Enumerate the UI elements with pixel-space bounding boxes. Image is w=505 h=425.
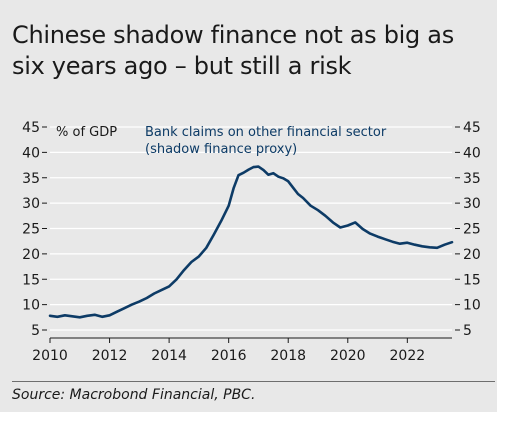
x-tick-label: 2018	[270, 348, 306, 364]
y-tick-label-left: 45	[22, 120, 40, 136]
series-legend-label: Bank claims on other financial sector	[145, 125, 387, 140]
y-tick-label-right: 30	[463, 196, 481, 212]
y-tick-label-right: 35	[463, 171, 481, 187]
y-tick-label-right: 45	[463, 120, 481, 136]
chart-title: Chinese shadow finance not as big as six…	[12, 21, 454, 80]
y-tick-label-left: 10	[22, 298, 40, 314]
y-axis-unit-label: % of GDP	[56, 125, 117, 140]
chart-card: Chinese shadow finance not as big as six…	[0, 0, 497, 412]
y-tick-label-left: 5	[31, 323, 40, 339]
y-tick-label-right: 20	[463, 247, 481, 263]
y-tick-label-left: 35	[22, 171, 40, 187]
source-note: Source: Macrobond Financial, PBC.	[12, 387, 256, 403]
y-tick-label-left: 40	[22, 145, 40, 161]
y-tick-label-right: 25	[463, 222, 481, 238]
x-tick-label: 2020	[330, 348, 366, 364]
y-tick-label-left: 15	[22, 272, 40, 288]
x-tick-label: 2012	[92, 348, 128, 364]
y-tick-label-right: 5	[463, 323, 472, 339]
y-tick-label-right: 15	[463, 272, 481, 288]
x-tick-label: 2010	[32, 348, 68, 364]
y-tick-label-left: 30	[22, 196, 40, 212]
series-line-shadow-finance	[48, 165, 454, 319]
x-tick-label: 2022	[390, 348, 426, 364]
chart-area: 5 5 10 10 15 15 20 20 25 25 30 30 35 35 40 40 45 45 2010 20…	[22, 120, 481, 364]
y-tick-label-right: 10	[463, 298, 481, 314]
series-legend-label: (shadow finance proxy)	[145, 142, 297, 157]
x-tick-label: 2014	[151, 348, 187, 364]
y-tick-label-right: 40	[463, 145, 481, 161]
y-tick-label-left: 25	[22, 222, 40, 238]
y-tick-label-left: 20	[22, 247, 40, 263]
source-divider	[12, 381, 495, 382]
x-tick-label: 2016	[211, 348, 247, 364]
